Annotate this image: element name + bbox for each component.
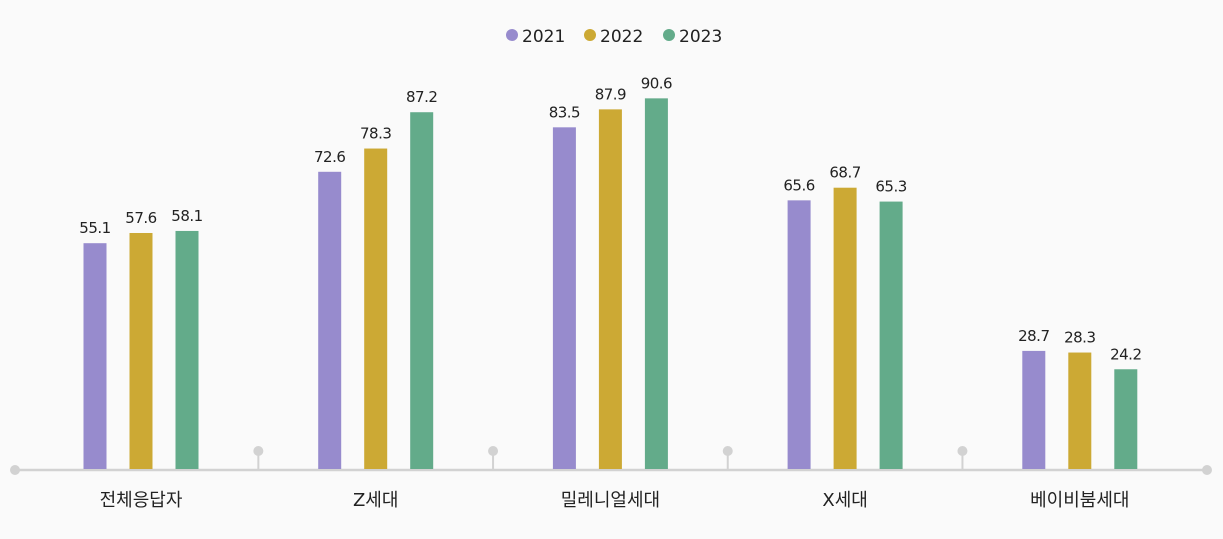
category-label: 전체응답자 xyxy=(100,490,183,511)
category-label: 베이비붐세대 xyxy=(1030,490,1129,511)
category-label: 밀레니얼세대 xyxy=(561,490,660,511)
bar-2021 xyxy=(1022,350,1046,469)
data-label: 72.6 xyxy=(314,148,345,166)
data-label: 87.2 xyxy=(406,88,437,106)
bar-2022 xyxy=(364,148,388,469)
group-separator-dot xyxy=(722,446,733,456)
data-label: 24.2 xyxy=(1110,345,1141,363)
data-label: 57.6 xyxy=(125,209,156,227)
bar-2021 xyxy=(787,200,811,470)
group-separator-dot xyxy=(253,446,264,456)
bar-2021 xyxy=(552,127,576,469)
legend-label-2022: 2022 xyxy=(600,27,643,47)
data-label: 65.6 xyxy=(783,176,814,194)
data-label: 78.3 xyxy=(360,125,391,143)
legend-label-2021: 2021 xyxy=(522,27,565,47)
data-label: 28.3 xyxy=(1064,329,1095,347)
data-label: 87.9 xyxy=(595,85,626,103)
legend-marker-2021 xyxy=(506,29,518,41)
data-label: 68.7 xyxy=(829,164,860,182)
bar-2021 xyxy=(318,171,342,470)
bar-2023 xyxy=(644,98,668,470)
legend-marker-2022 xyxy=(584,29,596,41)
bar-2022 xyxy=(129,232,153,469)
legend-label-2023: 2023 xyxy=(679,27,722,47)
x-axis xyxy=(10,446,1212,475)
data-label: 90.6 xyxy=(641,74,672,92)
axis-end-dot xyxy=(10,465,20,475)
data-label: 65.3 xyxy=(875,178,906,196)
category-label: Z세대 xyxy=(353,490,398,511)
bar-2023 xyxy=(175,230,199,469)
legend-marker-2023 xyxy=(663,29,675,41)
bar-2023 xyxy=(410,112,434,469)
bar-2023 xyxy=(1114,369,1138,469)
bar-2022 xyxy=(833,187,857,470)
category-labels: 전체응답자 Z세대 밀레니얼세대 X세대 베이비붐세대 xyxy=(100,490,1130,511)
data-label: 83.5 xyxy=(549,103,580,121)
bar-2023 xyxy=(879,201,903,470)
legend: 2021 2022 2023 xyxy=(506,27,722,47)
data-label: 28.7 xyxy=(1018,327,1049,345)
bars: 55.1 57.6 58.1 72.6 78.3 87.2 83.5 87.9 90.6 65.6… xyxy=(79,74,1142,470)
group-separator-dot xyxy=(488,446,499,456)
bar-2021 xyxy=(83,243,107,469)
data-label: 55.1 xyxy=(79,219,110,237)
group-separator-dot xyxy=(957,446,968,456)
category-label: X세대 xyxy=(822,490,867,511)
bar-2022 xyxy=(598,109,622,470)
axis-end-dot xyxy=(1202,465,1212,475)
data-label: 58.1 xyxy=(171,207,202,225)
bar-2022 xyxy=(1068,352,1092,469)
